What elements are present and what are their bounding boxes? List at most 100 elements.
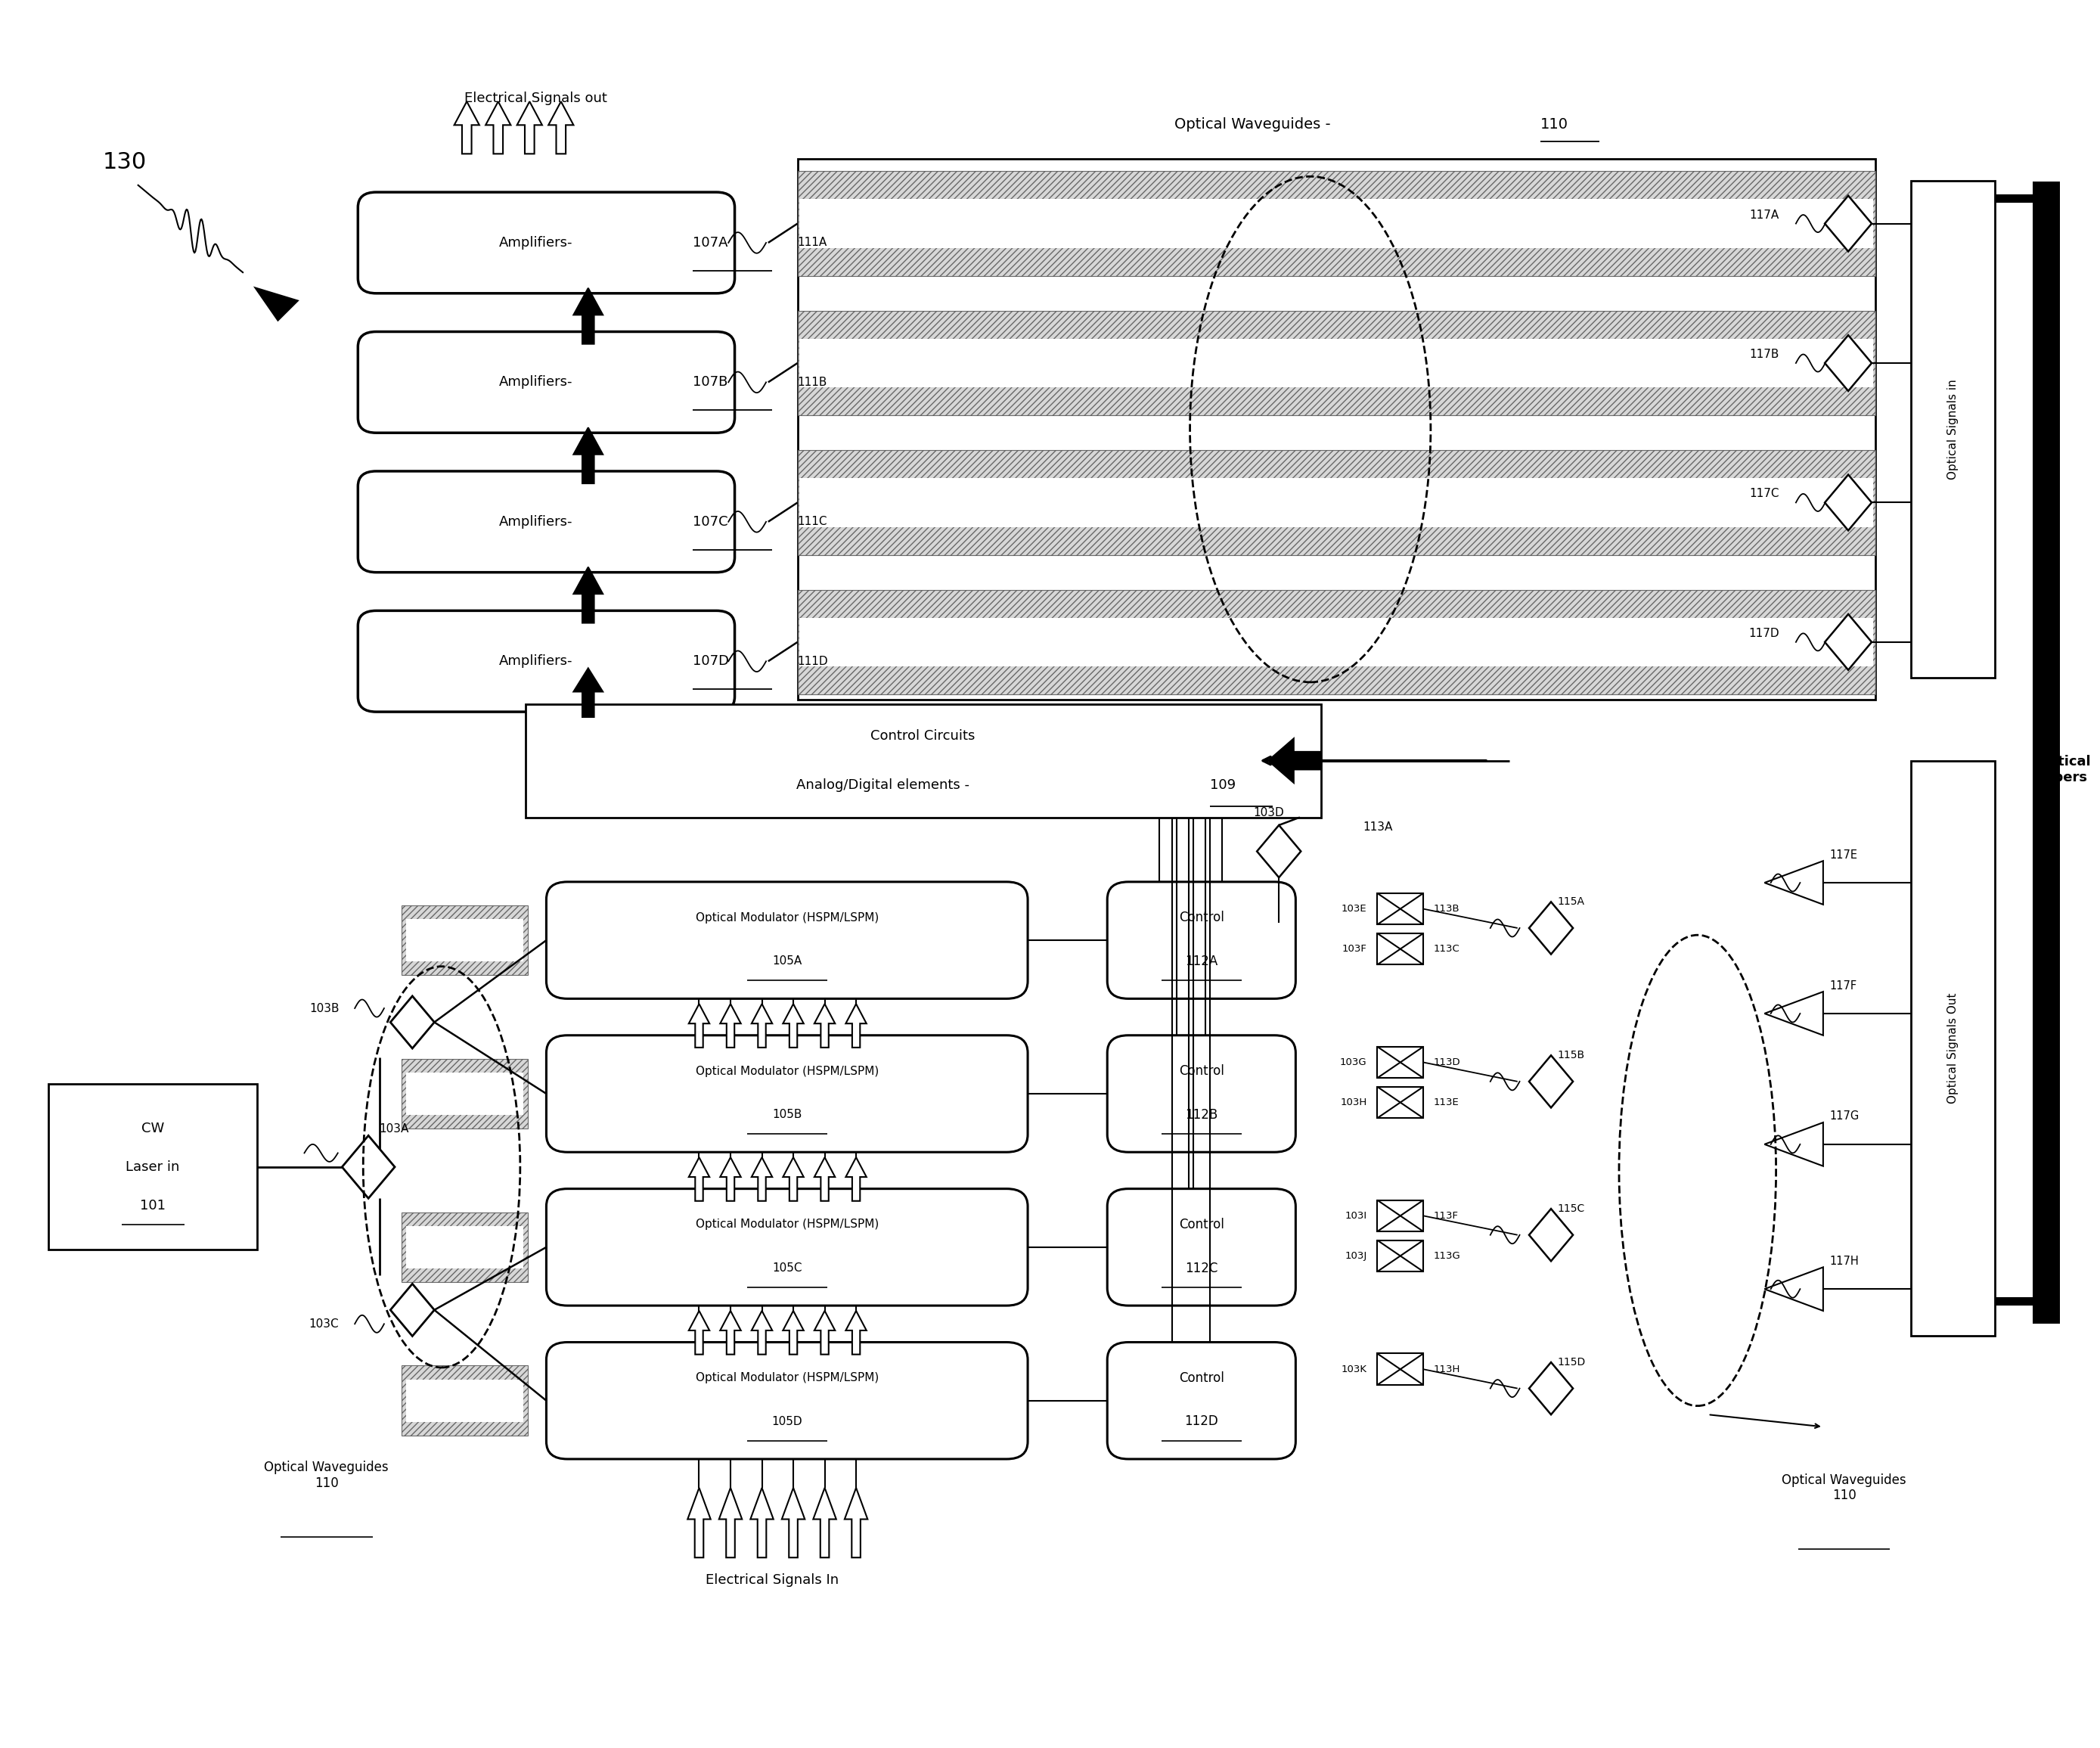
Text: Amplifiers-: Amplifiers- [500, 516, 573, 528]
Polygon shape [573, 668, 603, 717]
FancyBboxPatch shape [1107, 1035, 1296, 1152]
Text: 107B: 107B [693, 376, 727, 390]
Polygon shape [1825, 475, 1871, 530]
Text: 111B: 111B [798, 376, 827, 388]
Text: 105C: 105C [773, 1262, 802, 1274]
Text: Optical Waveguides -: Optical Waveguides - [1174, 117, 1336, 131]
Polygon shape [752, 1311, 773, 1355]
Text: 111C: 111C [798, 516, 827, 528]
Text: Optical Modulator (HSPM/LSPM): Optical Modulator (HSPM/LSPM) [695, 1218, 878, 1231]
Text: Amplifiers-: Amplifiers- [500, 376, 573, 390]
Bar [800, 199, 1873, 248]
Polygon shape [1825, 614, 1871, 669]
Polygon shape [485, 101, 510, 154]
Text: Optical Modulator (HSPM/LSPM): Optical Modulator (HSPM/LSPM) [695, 912, 878, 923]
Bar [1378, 1353, 1424, 1384]
Bar [798, 311, 1875, 416]
Bar [2033, 182, 2060, 1323]
Polygon shape [1258, 825, 1300, 877]
Bar [1378, 1239, 1424, 1271]
Text: 110: 110 [1541, 117, 1569, 131]
Text: Optical Modulator (HSPM/LSPM): Optical Modulator (HSPM/LSPM) [695, 1065, 878, 1077]
Text: 112D: 112D [1184, 1414, 1218, 1428]
Text: 103D: 103D [1254, 808, 1283, 818]
Polygon shape [846, 1003, 867, 1047]
Text: 105A: 105A [773, 956, 802, 967]
Text: Analog/Digital elements -: Analog/Digital elements - [796, 778, 974, 792]
Text: Optical Signals in: Optical Signals in [1947, 379, 1959, 479]
Polygon shape [689, 1157, 710, 1201]
Text: Control: Control [1178, 911, 1224, 925]
Bar [525, 704, 1321, 818]
FancyBboxPatch shape [1107, 881, 1296, 998]
Polygon shape [1529, 1056, 1573, 1108]
Text: 103H: 103H [1340, 1098, 1367, 1106]
Text: 113C: 113C [1434, 944, 1459, 954]
Bar [798, 451, 1875, 554]
Text: Optical
Fibers: Optical Fibers [2037, 755, 2092, 785]
FancyBboxPatch shape [1107, 1189, 1296, 1306]
FancyBboxPatch shape [546, 1342, 1027, 1460]
Polygon shape [815, 1311, 836, 1355]
Bar [1378, 1047, 1424, 1079]
Text: 105D: 105D [771, 1416, 802, 1426]
Bar [800, 339, 1873, 388]
Polygon shape [1268, 739, 1321, 783]
Polygon shape [752, 1157, 773, 1201]
Text: 113E: 113E [1434, 1098, 1459, 1106]
Polygon shape [1529, 1362, 1573, 1414]
Polygon shape [1529, 1210, 1573, 1260]
Polygon shape [1764, 991, 1823, 1035]
Polygon shape [720, 1311, 741, 1355]
Text: 115D: 115D [1558, 1356, 1586, 1367]
Text: Optical Waveguides
110: Optical Waveguides 110 [1781, 1474, 1907, 1503]
Polygon shape [1764, 1122, 1823, 1166]
Polygon shape [454, 101, 479, 154]
Bar [1911, 760, 1995, 1335]
Text: 109: 109 [1210, 778, 1235, 792]
FancyBboxPatch shape [546, 1035, 1027, 1152]
Text: 117B: 117B [1749, 348, 1779, 360]
Polygon shape [391, 1283, 435, 1335]
Bar [1378, 1087, 1424, 1119]
Text: 113F: 113F [1434, 1211, 1459, 1220]
Polygon shape [844, 1488, 867, 1557]
Text: Amplifiers-: Amplifiers- [500, 236, 573, 250]
Polygon shape [815, 1003, 836, 1047]
Text: 103I: 103I [1344, 1211, 1367, 1220]
Text: Optical Signals Out: Optical Signals Out [1947, 993, 1959, 1103]
Polygon shape [1825, 196, 1871, 252]
Text: Amplifiers-: Amplifiers- [500, 654, 573, 668]
Polygon shape [1764, 1267, 1823, 1311]
Bar [401, 1211, 527, 1283]
FancyBboxPatch shape [357, 332, 735, 434]
Polygon shape [783, 1157, 804, 1201]
Text: 117E: 117E [1829, 850, 1856, 860]
Polygon shape [718, 1488, 741, 1557]
Text: 107D: 107D [693, 654, 729, 668]
Polygon shape [573, 288, 603, 344]
Polygon shape [391, 996, 435, 1049]
Text: Optical Modulator (HSPM/LSPM): Optical Modulator (HSPM/LSPM) [695, 1372, 878, 1384]
Bar [405, 1379, 523, 1421]
Text: Control: Control [1178, 1218, 1224, 1231]
Polygon shape [573, 428, 603, 484]
Text: 113H: 113H [1434, 1365, 1462, 1374]
Text: 111D: 111D [798, 656, 827, 668]
Polygon shape [689, 1311, 710, 1355]
Bar [48, 1084, 258, 1250]
Polygon shape [752, 1003, 773, 1047]
Text: 103C: 103C [309, 1318, 338, 1330]
Bar [798, 589, 1875, 694]
Polygon shape [1764, 862, 1823, 904]
FancyBboxPatch shape [357, 610, 735, 711]
Text: 113G: 113G [1434, 1252, 1462, 1260]
Bar [401, 905, 527, 975]
Text: Optical Waveguides
110: Optical Waveguides 110 [265, 1461, 388, 1491]
Polygon shape [846, 1157, 867, 1201]
Text: 117D: 117D [1749, 628, 1779, 640]
Bar [800, 617, 1873, 666]
Text: 103J: 103J [1344, 1252, 1367, 1260]
Text: Electrical Signals out: Electrical Signals out [464, 91, 607, 105]
Text: Electrical Signals In: Electrical Signals In [706, 1573, 840, 1587]
